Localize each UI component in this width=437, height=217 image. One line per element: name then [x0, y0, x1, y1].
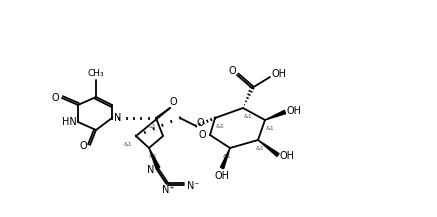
Text: N⁻: N⁻ [187, 181, 199, 191]
Text: CH₃: CH₃ [88, 69, 104, 79]
Polygon shape [149, 148, 160, 169]
Text: O: O [196, 118, 204, 128]
Text: O: O [169, 97, 177, 107]
Text: N⁺: N⁺ [162, 185, 174, 195]
Text: N: N [147, 165, 155, 175]
Text: HN: HN [62, 117, 76, 127]
Text: &1: &1 [266, 125, 274, 130]
Text: O: O [198, 130, 206, 140]
Text: OH: OH [215, 171, 229, 181]
Text: OH: OH [287, 106, 302, 116]
Text: &1: &1 [215, 123, 224, 128]
Text: OH: OH [280, 151, 295, 161]
Polygon shape [258, 140, 279, 156]
Text: &1: &1 [148, 123, 156, 128]
Text: O: O [228, 66, 236, 76]
Text: &1: &1 [149, 153, 157, 158]
Polygon shape [220, 148, 230, 169]
Text: &1: &1 [124, 141, 132, 146]
Text: O: O [51, 93, 59, 103]
Text: &1: &1 [243, 113, 253, 118]
Text: OH: OH [271, 69, 287, 79]
Text: &1: &1 [222, 153, 231, 158]
Polygon shape [265, 110, 286, 120]
Text: N: N [114, 113, 121, 123]
Text: &1: &1 [256, 146, 264, 151]
Text: O: O [79, 141, 87, 151]
